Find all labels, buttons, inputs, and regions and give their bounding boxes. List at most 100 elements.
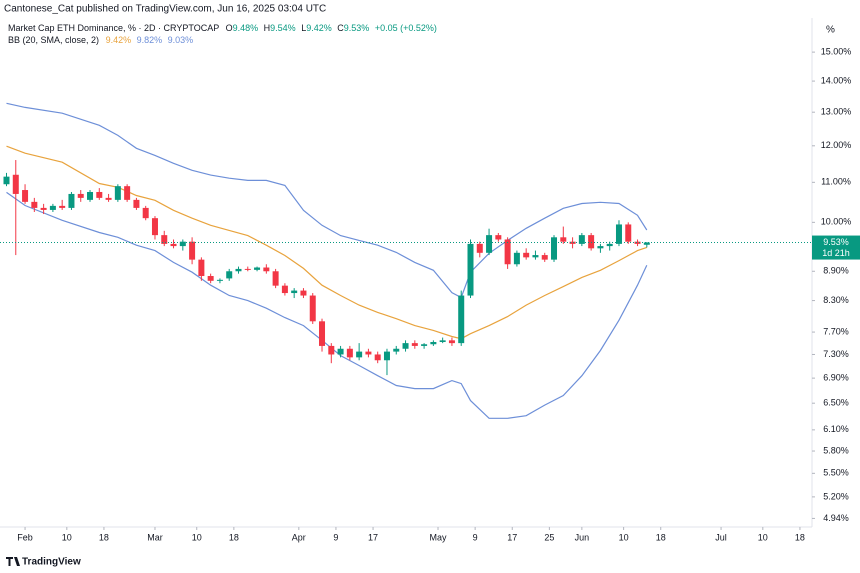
- candle-body: [124, 186, 131, 200]
- candle-body: [40, 207, 47, 210]
- candle-body: [411, 343, 418, 346]
- candle-body: [551, 237, 558, 260]
- last-price-label: 9.53%: [823, 237, 849, 247]
- ohlc-value: 9.48%: [233, 23, 259, 33]
- candle-body: [272, 271, 279, 286]
- candle-body: [439, 340, 446, 343]
- candle-body: [458, 295, 465, 344]
- candle-body: [560, 237, 567, 242]
- x-tick-label: 10: [758, 532, 768, 542]
- candle-body: [87, 191, 94, 200]
- ohlc-value: 9.54%: [270, 23, 296, 33]
- y-tick-label: 6.10%: [823, 424, 849, 434]
- candle-body: [476, 243, 483, 253]
- y-tick-label: 12.00%: [821, 140, 852, 150]
- legend-indicator: BB (20, SMA, close, 2) 9.42% 9.82% 9.03%: [8, 35, 193, 45]
- x-tick-label: Feb: [17, 532, 33, 542]
- ohlc-key: C: [337, 23, 344, 33]
- y-tick-label: 11.00%: [821, 177, 851, 187]
- candle-body: [300, 290, 307, 296]
- y-tick-label: 8.30%: [823, 295, 849, 305]
- candle-body: [96, 191, 103, 198]
- logo-text: TradingView: [22, 557, 81, 568]
- candle-body: [393, 348, 400, 352]
- candle-body: [643, 242, 650, 245]
- candle-body: [207, 276, 214, 281]
- candle-body: [31, 201, 38, 208]
- y-tick-label: 5.50%: [823, 468, 849, 478]
- candle-body: [569, 241, 576, 244]
- candle-body: [578, 235, 585, 244]
- x-tick-label: 9: [333, 532, 338, 542]
- series-title: Market Cap ETH Dominance, % · 2D · CRYPT…: [8, 23, 219, 33]
- candle-body: [105, 197, 112, 200]
- candle-body: [133, 199, 140, 208]
- indicator-value: 9.03%: [168, 35, 194, 45]
- published-line: Cantonese_Cat published on TradingView.c…: [4, 4, 326, 15]
- ohlc-value: 9.53%: [344, 23, 370, 33]
- candle-body: [634, 241, 641, 244]
- candle-body: [319, 321, 326, 346]
- y-tick-label: 7.70%: [823, 326, 849, 336]
- candle-body: [588, 235, 595, 249]
- x-tick-label: 18: [795, 532, 805, 542]
- indicator-value: 9.82%: [137, 35, 163, 45]
- y-tick-label: 14.00%: [821, 75, 852, 85]
- y-tick-label: 6.50%: [823, 398, 849, 408]
- change: +0.05 (+0.52%): [375, 23, 437, 33]
- y-tick-label: 5.20%: [823, 491, 849, 501]
- band-line: [6, 191, 648, 419]
- candle-body: [235, 268, 242, 272]
- candle-body: [495, 235, 502, 240]
- logo: TradingView: [6, 557, 81, 568]
- candle-body: [170, 243, 177, 247]
- candle-body: [281, 285, 288, 294]
- candle-body: [198, 259, 205, 277]
- x-tick-label: Apr: [292, 532, 306, 542]
- candle-body: [291, 290, 298, 294]
- x-tick-label: 9: [473, 532, 478, 542]
- candle-body: [59, 205, 66, 208]
- x-tick-label: 10: [192, 532, 202, 542]
- candle-body: [421, 344, 428, 346]
- x-tick-label: 17: [368, 532, 378, 542]
- x-tick-label: 18: [229, 532, 239, 542]
- x-tick-label: May: [430, 532, 448, 542]
- candle-body: [513, 252, 520, 265]
- y-unit[interactable]: %: [826, 25, 835, 36]
- x-tick-label: 18: [656, 532, 666, 542]
- ohlc-value: 9.42%: [306, 23, 332, 33]
- candle-body: [254, 267, 261, 270]
- candle-body: [49, 205, 56, 210]
- y-tick-label: 5.80%: [823, 445, 849, 455]
- candle-body: [309, 295, 316, 322]
- x-tick-label: 25: [544, 532, 554, 542]
- candle-body: [151, 218, 158, 236]
- candle-body: [337, 348, 344, 355]
- candle-body: [606, 243, 613, 247]
- candle-body: [179, 241, 186, 247]
- candle-body: [189, 241, 196, 260]
- candle-body: [216, 279, 223, 281]
- y-tick-label: 8.90%: [823, 266, 849, 276]
- legend-main: Market Cap ETH Dominance, % · 2D · CRYPT…: [8, 23, 437, 33]
- candle-body: [523, 252, 530, 258]
- candle-body: [356, 351, 363, 358]
- x-tick-label: 18: [99, 532, 109, 542]
- candle-body: [68, 193, 75, 208]
- x-tick-label: 10: [62, 532, 72, 542]
- candle-body: [402, 343, 409, 349]
- candle-body: [597, 246, 604, 249]
- y-tick-label: 4.94%: [823, 513, 849, 523]
- candle-body: [77, 193, 84, 198]
- last-price-box: [812, 235, 860, 260]
- band-line: [6, 102, 648, 299]
- candle-body: [504, 239, 511, 265]
- candle-body: [448, 340, 455, 344]
- x-tick-label: Jun: [575, 532, 590, 542]
- candle-body: [114, 186, 121, 200]
- candle-body: [3, 176, 10, 185]
- countdown: 1d 21h: [822, 248, 850, 258]
- candle-body: [22, 190, 29, 202]
